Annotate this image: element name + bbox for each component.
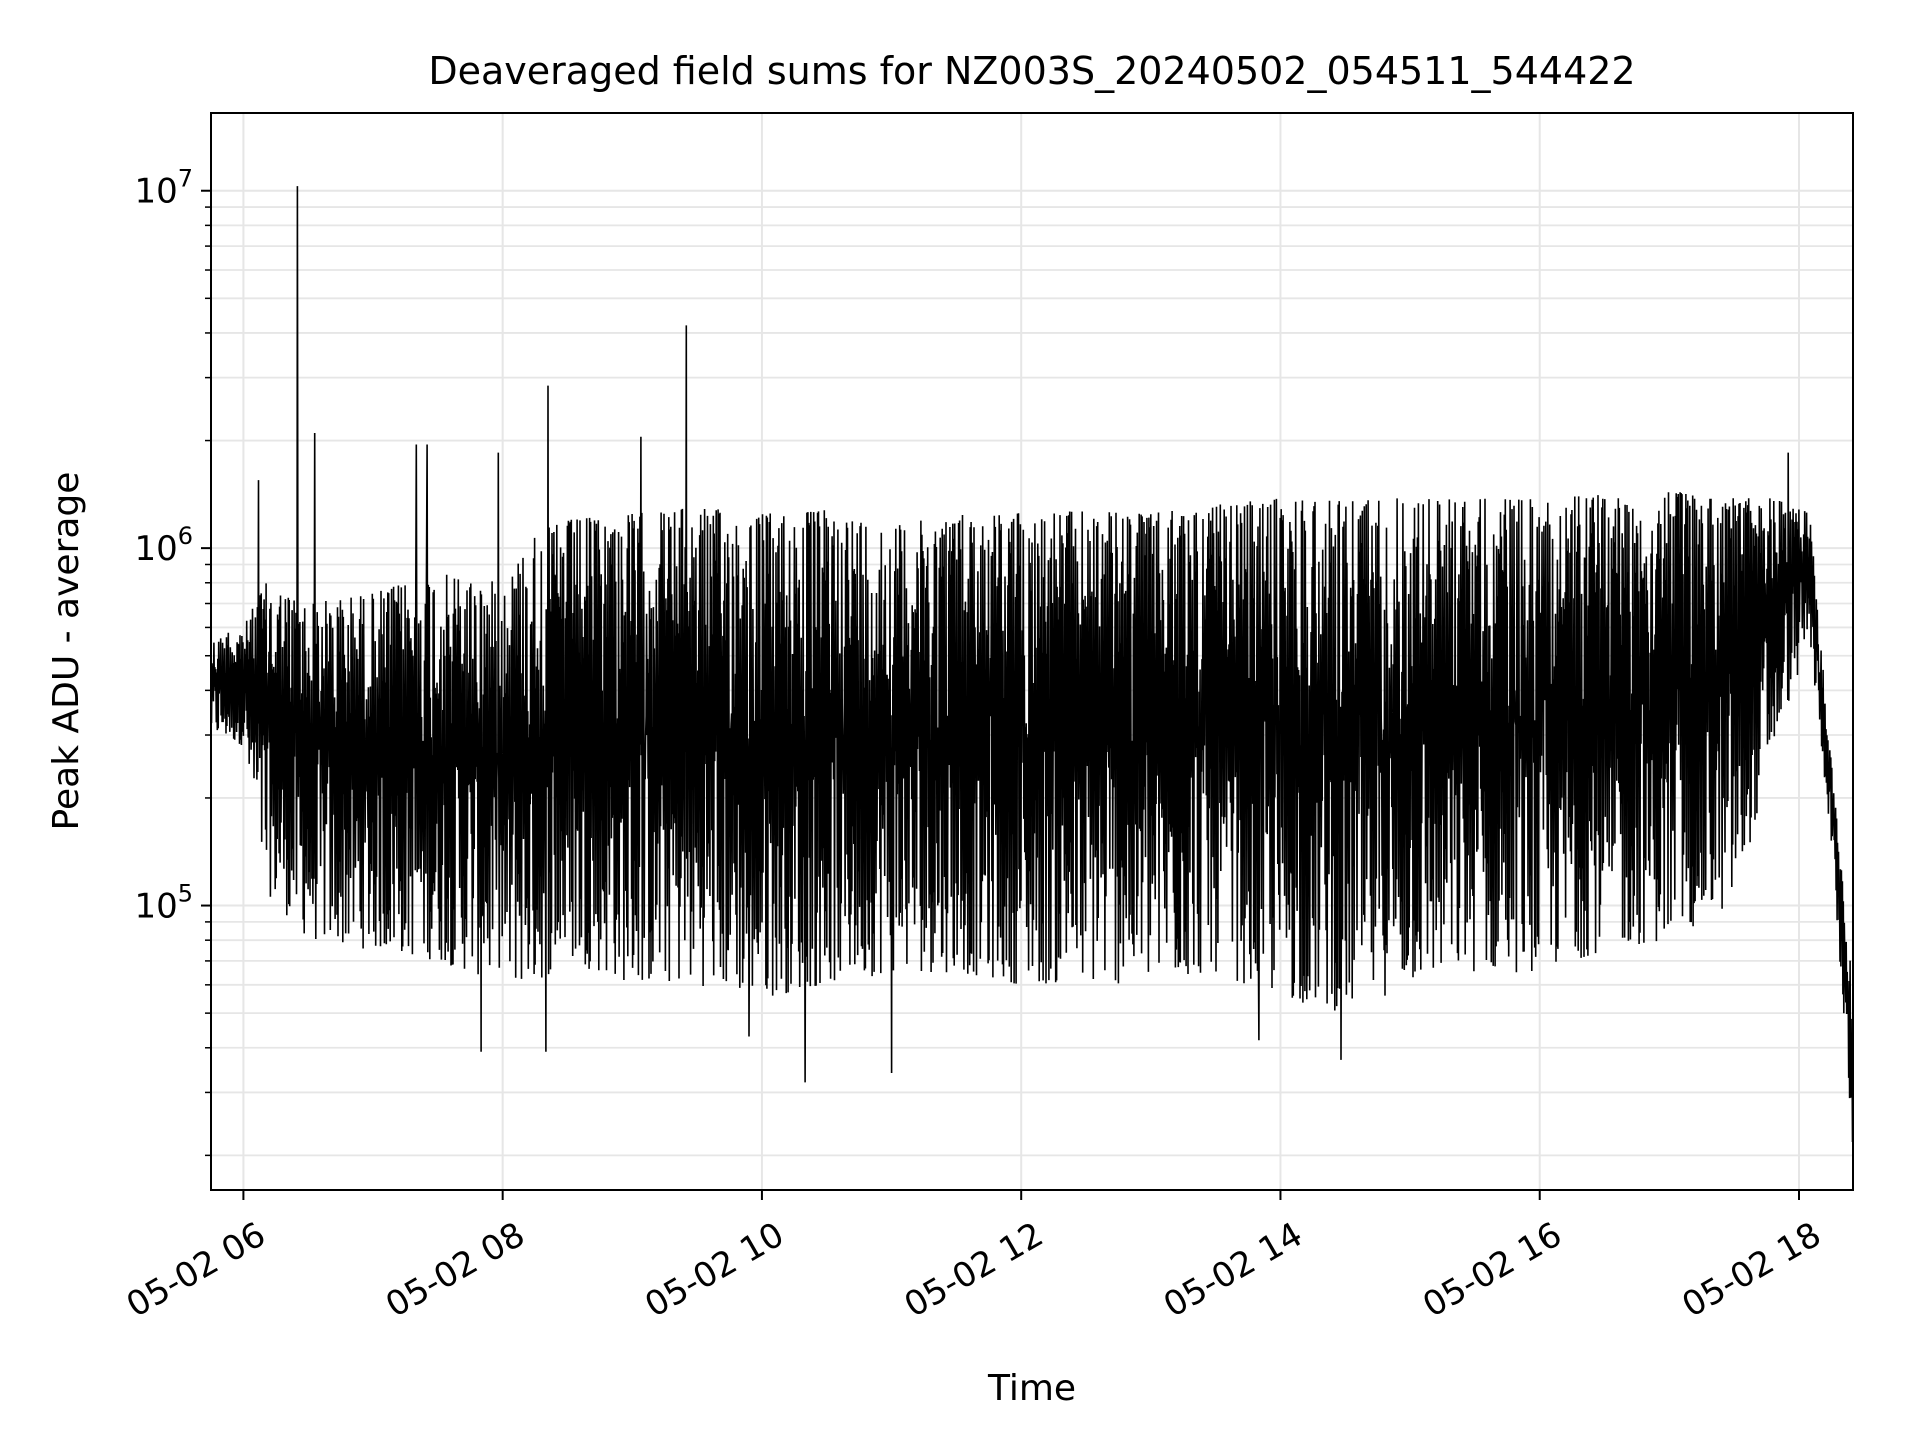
plot-frame xyxy=(210,112,1854,1191)
y-tick-label: 105 xyxy=(134,880,193,927)
series-line xyxy=(211,186,1853,1143)
x-axis-label: Time xyxy=(987,1368,1076,1409)
chart-title: Deaveraged field sums for NZ003S_2024050… xyxy=(428,49,1635,93)
y-tick-label: 107 xyxy=(134,165,193,212)
y-axis-label: Peak ADU - average xyxy=(46,472,87,831)
plot-area xyxy=(211,186,1853,1143)
y-tick-label: 106 xyxy=(134,522,193,569)
series-trace xyxy=(211,186,1853,1143)
